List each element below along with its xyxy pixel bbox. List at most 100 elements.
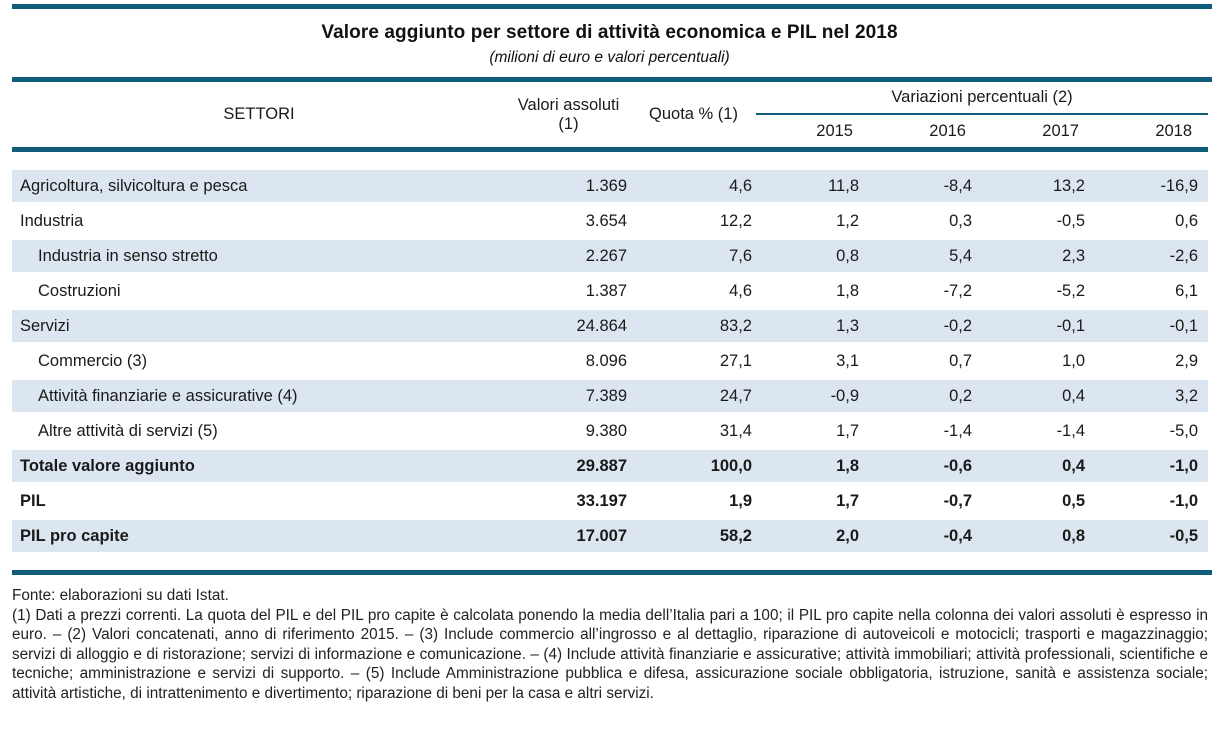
row-value: 9.380 [506,415,631,450]
row-value: 1,7 [756,415,869,450]
table-row: Agricoltura, silvicoltura e pesca 1.369 4,… [12,152,1209,205]
column-header-settori: SETTORI [12,82,506,152]
page-title: Valore aggiunto per settore di attività … [321,22,898,43]
table-body: Agricoltura, silvicoltura e pesca 1.369 4,… [12,152,1209,555]
table-row: Commercio (3) 8.096 27,1 3,1 0,7 1,0 2,9 [12,345,1209,380]
row-value: 3,2 [1095,380,1209,415]
row-label: Agricoltura, silvicoltura e pesca [12,152,506,205]
table-row: Industria in senso stretto 2.267 7,6 0,8 5,4… [12,240,1209,275]
row-value: 0,4 [982,450,1095,485]
row-value: 2.267 [506,240,631,275]
row-value: 2,9 [1095,345,1209,380]
row-value: 7,6 [631,240,756,275]
row-value: 0,4 [982,380,1095,415]
row-label: Costruzioni [12,275,506,310]
row-value: -8,4 [869,152,982,205]
table-row: Costruzioni 1.387 4,6 1,8 -7,2 -5,2 6,1 [12,275,1209,310]
source-note: Fonte: elaborazioni su dati Istat. [12,587,229,604]
column-header-valori-assoluti: Valori assoluti (1) [506,82,631,152]
row-value: -0,4 [869,520,982,555]
top-rule [12,4,1212,9]
row-label: Altre attività di servizi (5) [12,415,506,450]
row-value: -0,2 [869,310,982,345]
row-value: 4,6 [631,152,756,205]
row-value: 3,1 [756,345,869,380]
row-value: 5,4 [869,240,982,275]
row-value: 31,4 [631,415,756,450]
row-label: Attività finanziarie e assicurative (4) [12,380,506,415]
row-label: Totale valore aggiunto [12,450,506,485]
column-header-quota: Quota % (1) [631,82,756,152]
explanatory-notes: (1) Dati a prezzi correnti. La quota del… [12,606,1208,702]
row-value: 0,6 [1095,205,1209,240]
row-value: -1,4 [869,415,982,450]
row-label: Industria [12,205,506,240]
row-value: 58,2 [631,520,756,555]
row-value: 12,2 [631,205,756,240]
row-value: 29.887 [506,450,631,485]
footnotes: Fonte: elaborazioni su dati Istat. (1) D… [12,586,1208,703]
column-header-variazioni: Variazioni percentuali (2) [756,82,1209,115]
row-value: 0,3 [869,205,982,240]
table-row: Servizi 24.864 83,2 1,3 -0,2 -0,1 -0,1 [12,310,1209,345]
row-value: -1,4 [982,415,1095,450]
row-value: 2,0 [756,520,869,555]
row-value: 1,7 [756,485,869,520]
table-row: Altre attività di servizi (5) 9.380 31,4 1,… [12,415,1209,450]
row-value: -1,0 [1095,450,1209,485]
table-row: Industria 3.654 12,2 1,2 0,3 -0,5 0,6 [12,205,1209,240]
row-value: 1,2 [756,205,869,240]
row-value: -0,7 [869,485,982,520]
row-value: 1,9 [631,485,756,520]
header-rule [12,77,1212,82]
row-value: 24,7 [631,380,756,415]
row-value: 1,0 [982,345,1095,380]
table-row: Totale valore aggiunto 29.887 100,0 1,8 -0,6… [12,450,1209,485]
row-value: 11,8 [756,152,869,205]
row-value: -0,6 [869,450,982,485]
page-subtitle: (milioni di euro e valori percentuali) [489,49,730,66]
row-value: 2,3 [982,240,1095,275]
row-value: 33.197 [506,485,631,520]
row-label: Commercio (3) [12,345,506,380]
row-value: -0,1 [1095,310,1209,345]
row-value: 13,2 [982,152,1095,205]
row-label: PIL [12,485,506,520]
row-value: 24.864 [506,310,631,345]
row-value: 8.096 [506,345,631,380]
row-value: 6,1 [1095,275,1209,310]
row-value: -7,2 [869,275,982,310]
row-value: 0,7 [869,345,982,380]
row-value: 1.387 [506,275,631,310]
row-value: -16,9 [1095,152,1209,205]
value-added-table: SETTORI Valori assoluti (1) Quota % (1) … [12,82,1209,555]
footer-rule [12,570,1212,575]
row-value: -1,0 [1095,485,1209,520]
column-header-year-2015: 2015 [756,115,869,152]
row-value: 4,6 [631,275,756,310]
row-value: 27,1 [631,345,756,380]
row-value: 17.007 [506,520,631,555]
column-header-year-2018: 2018 [1095,115,1209,152]
row-label: Servizi [12,310,506,345]
row-value: -0,9 [756,380,869,415]
row-value: -0,5 [1095,520,1209,555]
row-value: 1,3 [756,310,869,345]
row-value: 100,0 [631,450,756,485]
table-header: SETTORI Valori assoluti (1) Quota % (1) … [12,82,1209,152]
table-row: PIL 33.197 1,9 1,7 -0,7 0,5 -1,0 [12,485,1209,520]
row-value: 0,2 [869,380,982,415]
row-value: 7.389 [506,380,631,415]
row-value: 0,5 [982,485,1095,520]
column-header-year-2016: 2016 [869,115,982,152]
row-value: -0,1 [982,310,1095,345]
row-value: 0,8 [982,520,1095,555]
row-label: PIL pro capite [12,520,506,555]
title-block: Valore aggiunto per settore di attività … [0,9,1219,77]
table-row: PIL pro capite 17.007 58,2 2,0 -0,4 0,8 -0,5 [12,520,1209,555]
row-value: -5,0 [1095,415,1209,450]
row-value: -2,6 [1095,240,1209,275]
row-label: Industria in senso stretto [12,240,506,275]
row-value: 1,8 [756,450,869,485]
row-value: -5,2 [982,275,1095,310]
